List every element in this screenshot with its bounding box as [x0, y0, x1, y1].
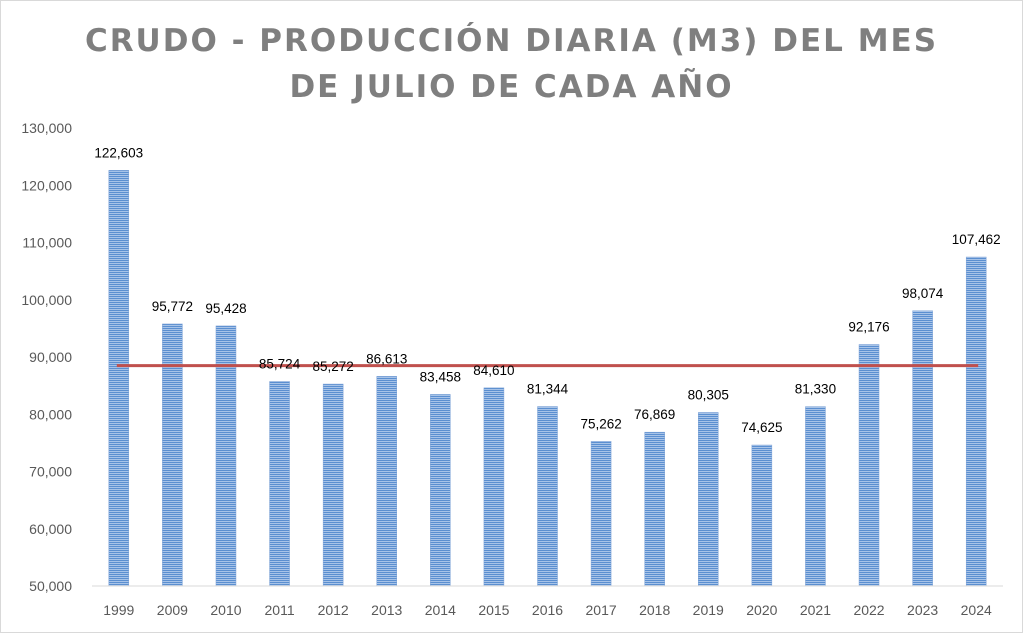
- x-tick-label: 2023: [907, 602, 938, 618]
- data-label: 85,272: [312, 359, 353, 374]
- data-labels: 122,603 95,772 95,428 85,724 85,272 86,613 83,…: [94, 145, 1000, 435]
- bar: [590, 441, 612, 587]
- x-tick-label: 2018: [639, 602, 670, 618]
- y-tick-label: 120,000: [21, 177, 72, 193]
- bar: [537, 406, 558, 587]
- x-tick-label: 2012: [318, 602, 349, 618]
- data-label: 76,869: [634, 407, 675, 422]
- x-axis: 1999 2009 2010 2011 2012 2013 2014 2015 2016 2017…: [92, 585, 1003, 618]
- y-tick-label: 70,000: [29, 464, 72, 480]
- x-tick-label: 2009: [157, 602, 188, 618]
- bar: [858, 344, 880, 587]
- x-tick-label: 2010: [210, 602, 241, 618]
- bar: [430, 394, 451, 587]
- x-tick-label: 2022: [853, 602, 884, 618]
- data-label: 95,428: [205, 301, 246, 316]
- x-tick-label: 2013: [371, 602, 402, 618]
- y-tick-label: 110,000: [22, 235, 72, 251]
- chart-title: CRUDO - PRODUCCIÓN DIARIA (M3) DEL MES D…: [0, 18, 1023, 110]
- bar: [698, 412, 719, 587]
- bar: [805, 406, 826, 587]
- bar: [269, 381, 290, 587]
- data-label: 84,610: [473, 363, 514, 378]
- data-label: 85,724: [259, 356, 301, 371]
- data-label: 98,074: [902, 286, 944, 301]
- data-label: 107,462: [952, 232, 1001, 247]
- y-tick-label: 60,000: [29, 521, 72, 537]
- x-tick-label: 2017: [586, 602, 617, 618]
- x-tick-label: 2021: [800, 602, 831, 618]
- data-label: 95,772: [152, 299, 193, 314]
- data-label: 83,458: [420, 369, 461, 384]
- data-label: 86,613: [366, 351, 407, 366]
- x-tick-label: 2019: [693, 602, 724, 618]
- y-tick-label: 100,000: [21, 292, 72, 308]
- bar: [751, 444, 773, 587]
- data-label: 80,305: [688, 388, 729, 403]
- x-tick-label: 2015: [478, 602, 509, 618]
- bar: [376, 376, 397, 587]
- data-label: 74,625: [741, 420, 782, 435]
- data-label: 81,344: [527, 382, 569, 397]
- bar: [644, 431, 665, 587]
- bar: [162, 323, 183, 587]
- bar: [108, 170, 130, 587]
- x-tick-label: 2014: [425, 602, 456, 618]
- x-tick-label: 2011: [265, 602, 295, 618]
- bars: [108, 170, 987, 587]
- y-tick-label: 50,000: [29, 578, 72, 594]
- data-label: 92,176: [848, 320, 889, 335]
- y-tick-label: 80,000: [29, 406, 72, 422]
- y-tick-label: 90,000: [29, 349, 72, 365]
- bar: [483, 387, 505, 587]
- x-tick-label: 2020: [746, 602, 777, 618]
- bar: [322, 383, 344, 587]
- bar: [965, 256, 987, 587]
- data-label: 122,603: [94, 145, 143, 160]
- bar: [912, 310, 933, 587]
- y-tick-label: 130,000: [21, 120, 72, 136]
- data-label: 75,262: [580, 416, 621, 431]
- x-tick-label: 2024: [961, 602, 992, 618]
- x-tick-label: 2016: [532, 602, 563, 618]
- chart-title-line2: DE JULIO DE CADA AÑO: [289, 69, 734, 105]
- x-tick-label: 1999: [103, 602, 134, 618]
- data-label: 81,330: [795, 382, 836, 397]
- y-axis: 50,000 60,000 70,000 80,000 90,000 100,000 110…: [21, 120, 72, 594]
- chart-title-line1: CRUDO - PRODUCCIÓN DIARIA (M3) DEL MES: [84, 23, 939, 59]
